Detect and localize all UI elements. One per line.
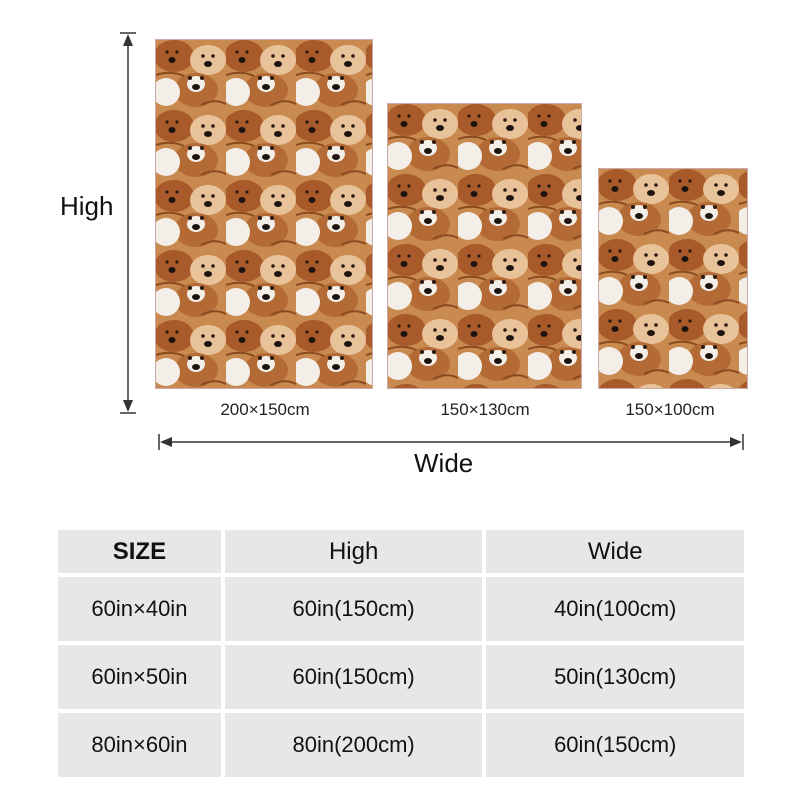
cell-wide: 60in(150cm) — [486, 713, 744, 777]
dog-collage-image — [599, 169, 747, 388]
cell-wide: 40in(100cm) — [486, 577, 744, 641]
cell-size: 60in×40in — [58, 577, 221, 641]
dog-collage-image — [156, 40, 372, 388]
blanket-large-size-label: 200×150cm — [220, 400, 310, 419]
table-header-row: SIZE High Wide — [58, 530, 744, 573]
size-table: SIZE High Wide 60in×40in 60in(150cm) 40i… — [54, 526, 748, 781]
cell-high: 60in(150cm) — [224, 577, 483, 641]
blanket-small-size-label: 150×100cm — [625, 400, 715, 419]
width-arrow — [158, 434, 744, 450]
blanket-small-image — [598, 168, 748, 389]
width-title: Wide — [414, 448, 474, 478]
cell-high: 80in(200cm) — [224, 713, 483, 777]
cell-high: 60in(150cm) — [224, 645, 483, 709]
header-size: SIZE — [58, 530, 221, 573]
cell-wide: 50in(130cm) — [486, 645, 744, 709]
dog-collage-image — [388, 104, 581, 388]
height-title: High — [60, 191, 114, 221]
table-row: 80in×60in 80in(200cm) 60in(150cm) — [58, 713, 744, 777]
cell-size: 60in×50in — [58, 645, 221, 709]
blanket-large-image — [155, 39, 373, 389]
table-row: 60in×50in 60in(150cm) 50in(130cm) — [58, 645, 744, 709]
blanket-medium-size-label: 150×130cm — [440, 400, 530, 419]
height-arrow — [120, 32, 136, 414]
table-row: 60in×40in 60in(150cm) 40in(100cm) — [58, 577, 744, 641]
cell-size: 80in×60in — [58, 713, 221, 777]
header-wide: Wide — [486, 530, 744, 573]
header-high: High — [224, 530, 483, 573]
blanket-medium-image — [387, 103, 582, 389]
